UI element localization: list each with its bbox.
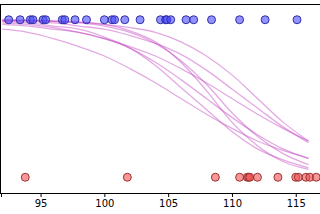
x-tick: 110 — [223, 193, 242, 209]
point — [312, 173, 320, 181]
plot-area — [2, 16, 320, 181]
curve — [2, 21, 308, 142]
point — [190, 16, 198, 24]
curve — [2, 20, 308, 141]
curve — [2, 29, 308, 158]
x-axis: 95 100 105 110 115 — [2, 193, 320, 209]
frame — [1, 5, 320, 194]
x-tick: 95 — [35, 193, 48, 209]
point — [167, 16, 175, 24]
x-tick-label: 105 — [159, 198, 178, 209]
point — [293, 16, 301, 24]
x-tick-mark — [104, 193, 105, 197]
point — [121, 16, 129, 24]
point — [123, 173, 131, 181]
point — [71, 16, 79, 24]
x-tick-label: 115 — [287, 198, 306, 209]
point — [111, 16, 119, 24]
x-tick-label: 110 — [223, 198, 242, 209]
point — [253, 173, 261, 181]
x-tick-label: 100 — [95, 198, 114, 209]
x-axis-line — [2, 194, 320, 198]
point — [236, 173, 244, 181]
point — [261, 16, 269, 24]
curve — [2, 21, 308, 167]
point — [182, 16, 190, 24]
point — [83, 16, 91, 24]
point — [246, 173, 254, 181]
x-tick-mark — [296, 193, 297, 197]
point — [42, 16, 50, 24]
chart: 95 100 105 110 115 — [0, 0, 320, 214]
point — [236, 16, 244, 24]
x-tick-mark — [168, 193, 169, 197]
x-tick-label: 95 — [35, 198, 48, 209]
point — [211, 173, 219, 181]
point — [61, 16, 69, 24]
x-tick-mark — [232, 193, 233, 197]
point — [5, 16, 13, 24]
point — [21, 173, 29, 181]
point — [294, 173, 302, 181]
x-tick: 105 — [159, 193, 178, 209]
point — [274, 173, 282, 181]
curve — [2, 20, 308, 169]
point — [29, 16, 37, 24]
point — [208, 16, 216, 24]
x-tick: 115 — [287, 193, 306, 209]
point — [16, 16, 24, 24]
point — [100, 16, 108, 24]
point — [136, 16, 144, 24]
x-tick-mark — [41, 193, 42, 197]
x-tick: 100 — [95, 193, 114, 209]
